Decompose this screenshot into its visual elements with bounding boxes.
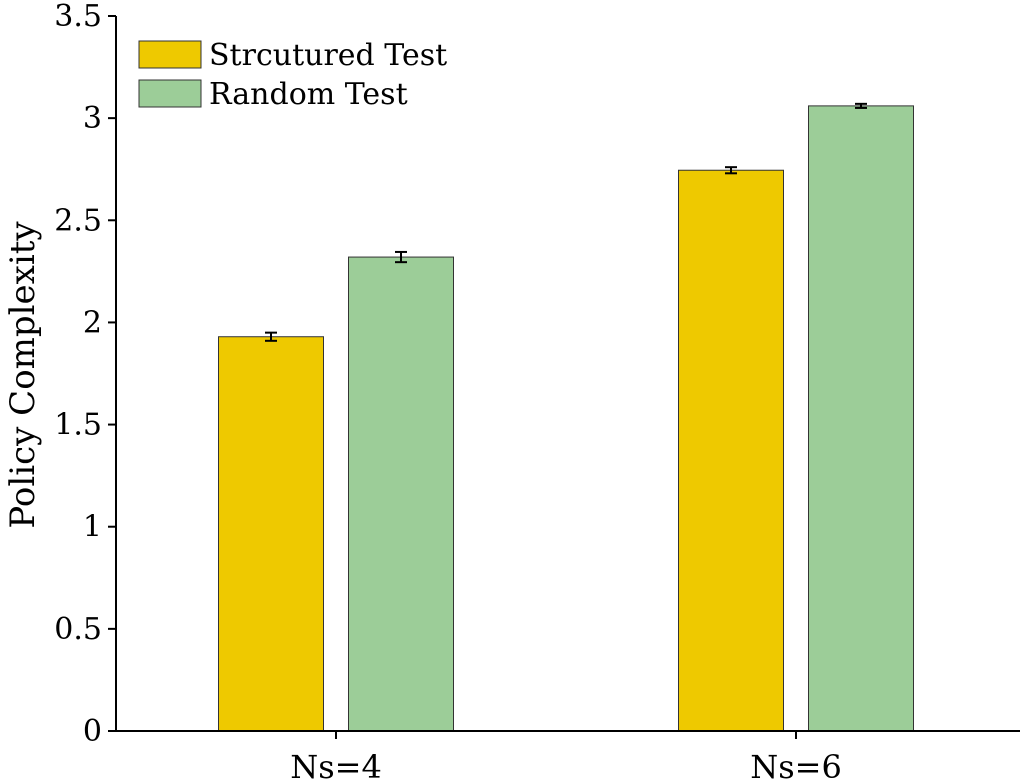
axes [115, 16, 1020, 732]
bars [218, 102, 914, 732]
bar-structured-1 [678, 169, 784, 732]
legend-swatch [138, 79, 202, 108]
bar-structured-0 [218, 336, 324, 732]
legend-swatch [138, 40, 202, 69]
legend-label: Random Test [209, 77, 408, 112]
error-bar [725, 166, 737, 175]
y-tick-label: 0.5 [54, 612, 102, 647]
legend-label: Strcutured Test [209, 38, 447, 73]
legend: Strcutured Test Random Test [138, 38, 447, 112]
bar-random-0 [348, 256, 454, 732]
x-tick-label: Ns=4 [290, 748, 382, 783]
error-bar [855, 102, 867, 109]
y-tick-label: 2.5 [54, 203, 102, 238]
y-ticks: 0 0.5 1 1.5 2 2.5 3 3.5 [54, 0, 116, 749]
x-tick-label: Ns=6 [750, 748, 842, 783]
y-axis-title: Policy Complexity [3, 221, 43, 529]
y-tick-label: 1.5 [54, 408, 102, 443]
y-tick-label: 3.5 [54, 0, 102, 34]
y-tick-label: 0 [83, 714, 102, 749]
x-ticks: Ns=4 Ns=6 [290, 731, 842, 783]
y-tick-label: 1 [83, 510, 102, 545]
y-tick-label: 3 [83, 101, 102, 136]
error-bar [395, 250, 407, 264]
bar-random-1 [808, 105, 914, 732]
y-tick-label: 2 [83, 305, 102, 340]
error-bar [265, 331, 277, 342]
